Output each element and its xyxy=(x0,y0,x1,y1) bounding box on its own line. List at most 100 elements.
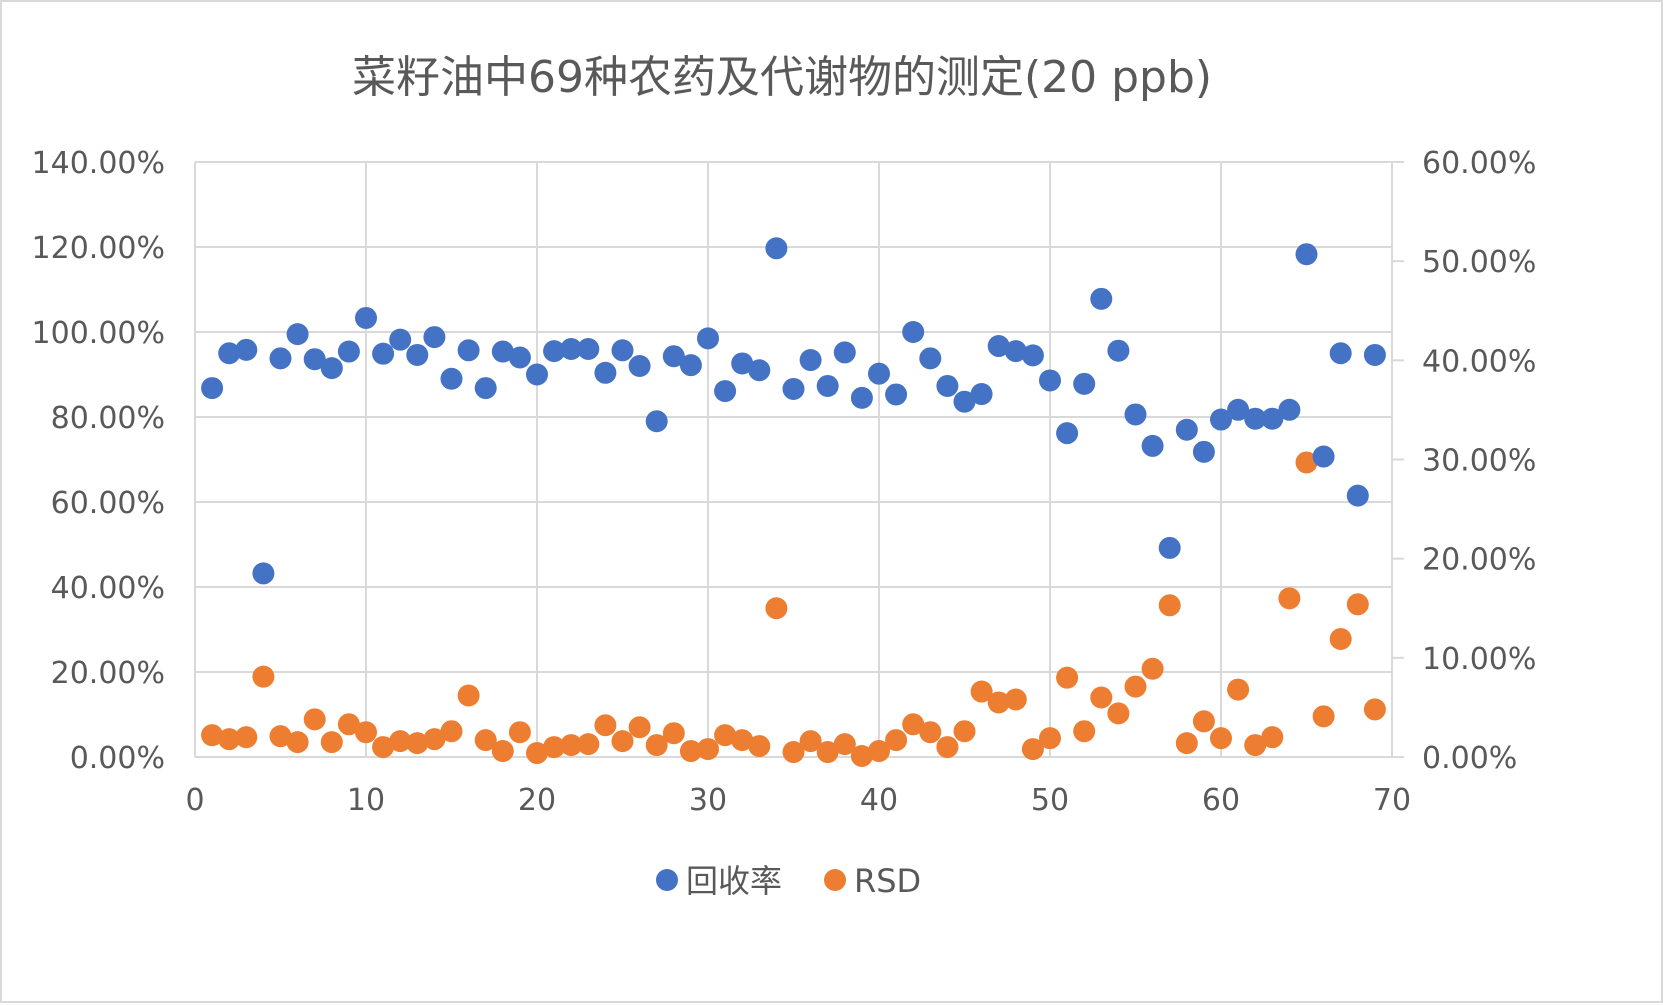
rsd-point xyxy=(1312,705,1335,728)
rsd-point xyxy=(491,740,514,763)
recovery-point xyxy=(919,347,942,370)
recovery-point xyxy=(1107,339,1130,362)
recovery-point xyxy=(1158,536,1181,559)
x-tick-label: 0 xyxy=(185,783,204,818)
series-recovery xyxy=(201,237,1386,585)
rsd-point xyxy=(286,731,309,754)
rsd-point xyxy=(868,740,890,763)
x-tick-label: 50 xyxy=(1031,783,1069,818)
recovery-point xyxy=(457,339,480,362)
y-tick-label: 0.00% xyxy=(70,741,165,776)
y2-tick-label: 0.00% xyxy=(1422,741,1517,776)
rsd-point xyxy=(850,745,873,768)
y2-tick-label: 10.00% xyxy=(1422,642,1536,677)
recovery-point xyxy=(1295,243,1318,266)
legend-marker-recovery xyxy=(656,869,678,891)
rsd-point xyxy=(611,730,634,753)
recovery-point xyxy=(286,323,309,346)
rsd-point xyxy=(970,680,993,703)
rsd-point xyxy=(748,735,771,758)
recovery-point xyxy=(372,342,395,365)
rsd-point xyxy=(1021,738,1044,761)
rsd-point xyxy=(1210,727,1232,750)
rsd-point xyxy=(543,736,566,759)
rsd-point xyxy=(731,729,754,752)
recovery-point xyxy=(662,345,685,368)
rsd-point xyxy=(799,730,822,753)
recovery-point xyxy=(474,377,497,400)
rsd-point xyxy=(474,729,497,752)
rsd-point xyxy=(936,736,959,759)
rsd-point xyxy=(389,730,412,753)
recovery-point xyxy=(697,327,719,350)
rsd-point xyxy=(1124,675,1147,698)
rsd-point xyxy=(1056,666,1079,689)
recovery-point xyxy=(1004,340,1027,363)
rsd-point xyxy=(628,716,651,739)
legend-marker-rsd xyxy=(824,869,846,891)
rsd-point xyxy=(902,713,925,736)
x-tick-label: 60 xyxy=(1202,783,1240,818)
recovery-point xyxy=(970,383,993,406)
chart-title: 菜籽油中69种农药及代谢物的测定(20 ppb) xyxy=(352,52,1212,103)
rsd-point xyxy=(987,691,1010,714)
rsd-point xyxy=(816,741,839,764)
rsd-point xyxy=(679,740,702,763)
recovery-point xyxy=(1312,445,1335,468)
x-tick-label: 40 xyxy=(860,783,898,818)
rsd-point xyxy=(252,665,275,688)
rsd-point xyxy=(303,708,326,731)
recovery-point xyxy=(1210,408,1232,431)
y-tick-label: 20.00% xyxy=(51,656,165,691)
recovery-point xyxy=(833,341,856,364)
rsd-point xyxy=(1004,688,1027,711)
recovery-point xyxy=(1261,407,1284,430)
rsd-point xyxy=(1346,593,1369,616)
recovery-point xyxy=(577,338,600,360)
rsd-point xyxy=(372,736,395,759)
y2-tick-label: 60.00% xyxy=(1422,146,1536,181)
rsd-point xyxy=(1192,710,1215,733)
rsd-point xyxy=(1363,698,1386,721)
recovery-point xyxy=(782,377,805,400)
rsd-point xyxy=(782,741,805,764)
rsd-point xyxy=(1227,678,1250,701)
recovery-point xyxy=(816,374,839,397)
rsd-point xyxy=(885,729,908,752)
y-tick-label: 60.00% xyxy=(51,486,165,521)
recovery-point xyxy=(337,340,360,363)
recovery-point xyxy=(1090,287,1113,310)
series-rsd xyxy=(201,451,1386,768)
recovery-point xyxy=(765,237,788,260)
recovery-point xyxy=(406,343,429,366)
recovery-point xyxy=(1039,369,1061,392)
rsd-point xyxy=(953,720,976,743)
rsd-point xyxy=(269,725,292,748)
x-tick-label: 10 xyxy=(347,783,385,818)
recovery-point xyxy=(936,374,959,397)
rsd-point xyxy=(1329,627,1352,650)
rsd-point xyxy=(714,724,737,747)
rsd-point xyxy=(1278,587,1301,610)
recovery-point xyxy=(235,338,258,361)
rsd-point xyxy=(1295,451,1318,474)
recovery-point xyxy=(628,355,651,377)
rsd-point xyxy=(1158,594,1181,617)
rsd-point xyxy=(1090,686,1113,709)
recovery-point xyxy=(1244,407,1267,430)
recovery-point xyxy=(1227,398,1250,421)
recovery-point xyxy=(320,357,343,380)
y-tick-label: 80.00% xyxy=(51,401,165,436)
recovery-point xyxy=(1192,440,1215,463)
recovery-point xyxy=(560,338,583,360)
x-tick-label: 70 xyxy=(1373,783,1411,818)
rsd-point xyxy=(355,721,377,744)
recovery-point xyxy=(440,367,463,390)
legend-label-rsd: RSD xyxy=(854,862,921,900)
y-tick-label: 40.00% xyxy=(51,571,165,606)
recovery-point xyxy=(269,347,292,370)
recovery-point xyxy=(355,306,377,329)
recovery-point xyxy=(714,380,737,403)
rsd-point xyxy=(508,721,531,744)
